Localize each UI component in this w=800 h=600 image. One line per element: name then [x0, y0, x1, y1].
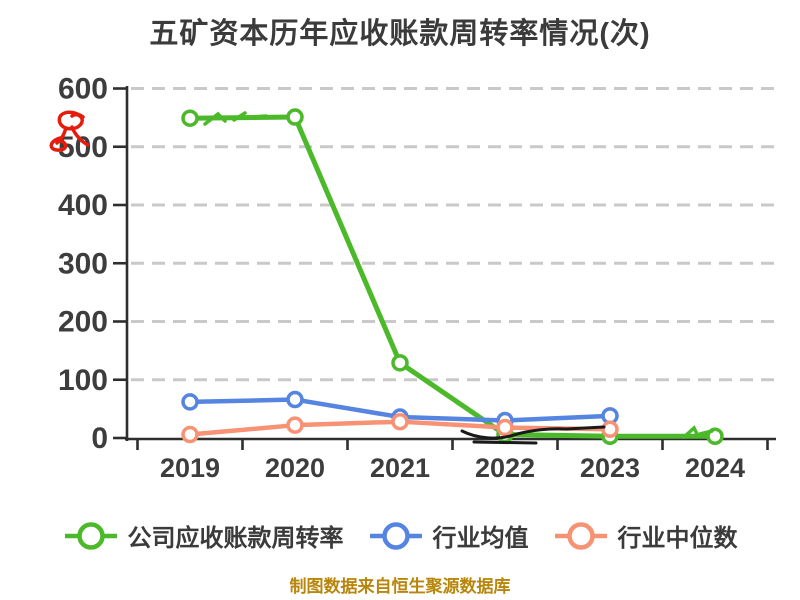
green-scribble-2024	[682, 425, 714, 439]
y-tick-label-400: 400	[58, 189, 108, 222]
footer-note: 制图数据来自恒生聚源数据库	[289, 577, 511, 596]
red-scribble-annotation	[49, 110, 90, 152]
series-marker-industry-median-2023	[601, 420, 619, 439]
series-marker-industry-median-2021	[391, 412, 409, 431]
x-tick-label-2019: 2019	[160, 453, 220, 483]
legend: 公司应收账款周转率 行业均值 行业中位数	[0, 518, 800, 553]
y-tick-label-600: 600	[58, 73, 108, 106]
series-marker-industry-median-2020	[286, 416, 304, 434]
legend-label-company: 公司应收账款周转率	[127, 525, 344, 552]
x-tick-label-2021: 2021	[370, 453, 430, 483]
series-marker-company-2019	[181, 109, 199, 127]
legend-label-industry-avg: 行业均值	[432, 525, 529, 552]
legend-item-industry-median: 行业中位数	[553, 518, 738, 553]
x-tick-label-2023: 2023	[580, 453, 640, 483]
series-marker-industry-median-2019	[181, 425, 199, 444]
legend-marker-icon-company	[64, 521, 117, 550]
x-tick-label-2022: 2022	[475, 453, 535, 483]
series-marker-industry-avg-2019	[181, 393, 199, 411]
legend-item-industry-avg: 行业均值	[368, 518, 529, 553]
x-tick-label-2020: 2020	[265, 453, 325, 483]
y-tick-label-100: 100	[58, 364, 108, 397]
y-tick-label-200: 200	[58, 306, 108, 339]
black-scribble-2022-2023	[460, 425, 606, 445]
legend-label-industry-median: 行业中位数	[617, 525, 738, 552]
series-marker-industry-median-2022	[496, 418, 514, 437]
legend-item-company: 公司应收账款周转率	[63, 518, 344, 553]
legend-marker-icon-industry-median	[554, 521, 607, 550]
series-line-company	[187, 114, 718, 439]
series-marker-industry-avg-2020	[286, 390, 304, 409]
series-marker-company-2021	[391, 354, 409, 372]
legend-marker-icon-industry-avg	[369, 521, 422, 550]
y-tick-label-300: 300	[58, 247, 108, 280]
green-scribble-2019-2020	[203, 111, 268, 126]
series-marker-company-2020	[286, 108, 304, 126]
chart-title: 五矿资本历年应收账款周转率情况(次)	[149, 18, 651, 50]
y-tick-label-0: 0	[91, 422, 108, 455]
x-tick-label-2024: 2024	[685, 453, 745, 483]
